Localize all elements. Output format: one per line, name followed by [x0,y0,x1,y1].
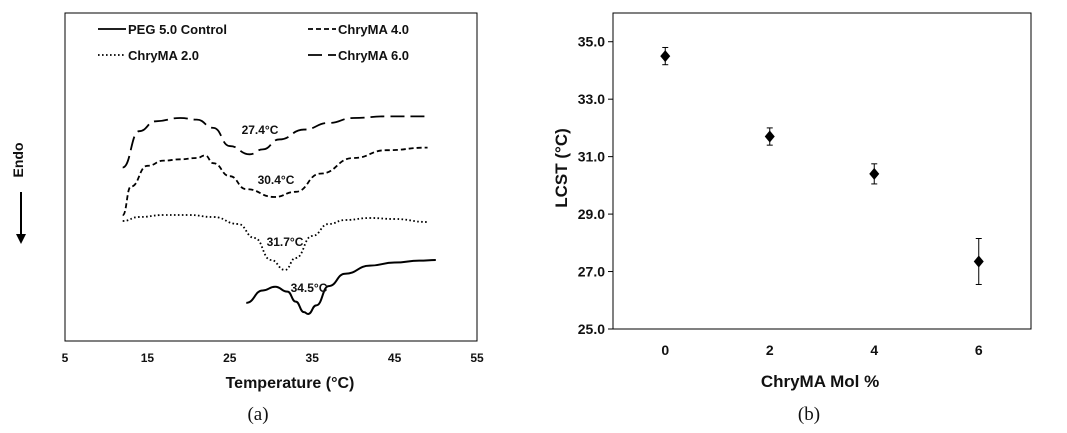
data-point-diamond [869,167,880,180]
x-tick-label: 15 [141,351,155,365]
x-tick-label: 25 [223,351,237,365]
x-tick-label: 2 [766,342,774,358]
plot-frame [612,12,1032,330]
y-tick-label: 29.0 [578,206,605,222]
peak-annotation: 31.7°C [267,235,304,249]
y-tick-label: 27.0 [578,264,605,280]
legend-label: PEG 5.0 Control [128,22,227,37]
x-tick-label: 6 [975,342,983,358]
x-axis-label: Temperature (°C) [226,375,355,392]
chart-panel-b: 25.0 27.0 29.0 31.0 33.0 35.0 0 2 4 6 ChryMA Mol… [552,12,1032,425]
x-tick-label: 0 [661,342,669,358]
x-tick-label: 5 [62,351,69,365]
series-line-3 [122,115,428,169]
y-axis-label: Endo [10,143,26,178]
data-point-diamond [764,130,775,143]
legend-label: ChryMA 4.0 [338,22,409,37]
x-tick-label: 45 [388,351,402,365]
y-tick-label: 25.0 [578,321,605,337]
series-line-0 [246,259,436,316]
series-line-2 [121,146,428,217]
peak-annotation: 30.4°C [258,173,295,187]
x-tick-labels: 0 2 4 6 [661,342,983,358]
legend: PEG 5.0 Control ChryMA 2.0 ChryMA 4.0 ChryM… [98,22,409,63]
panel-label-a: (a) [247,404,268,425]
endo-arrow [16,192,26,244]
x-tick-label: 55 [470,351,484,365]
x-tick-label: 4 [870,342,878,358]
y-tick-label: 33.0 [578,91,605,107]
panel-label-b: (b) [798,404,820,425]
peak-annotation: 34.5°C [291,281,328,295]
x-tick-labels: 5 15 25 35 45 55 [62,351,484,365]
y-tick-labels: 25.0 27.0 29.0 31.0 33.0 35.0 [578,34,613,337]
data-point-diamond [660,50,671,63]
legend-label: ChryMA 2.0 [128,48,199,63]
x-axis-label: ChryMA Mol % [761,372,879,391]
peak-annotations: 27.4°C 30.4°C 31.7°C 34.5°C [242,123,328,295]
y-tick-label: 35.0 [578,34,605,50]
legend-label: ChryMA 6.0 [338,48,409,63]
series-lines [121,115,436,316]
data-points [660,46,984,285]
data-point-diamond [973,255,984,268]
chart-panel-a: PEG 5.0 Control ChryMA 2.0 ChryMA 4.0 ChryM… [10,12,484,425]
y-tick-label: 31.0 [578,149,605,165]
plot-frame [64,12,478,342]
peak-annotation: 27.4°C [242,123,279,137]
y-axis-label: LCST (°C) [552,128,571,208]
x-tick-label: 35 [306,351,320,365]
